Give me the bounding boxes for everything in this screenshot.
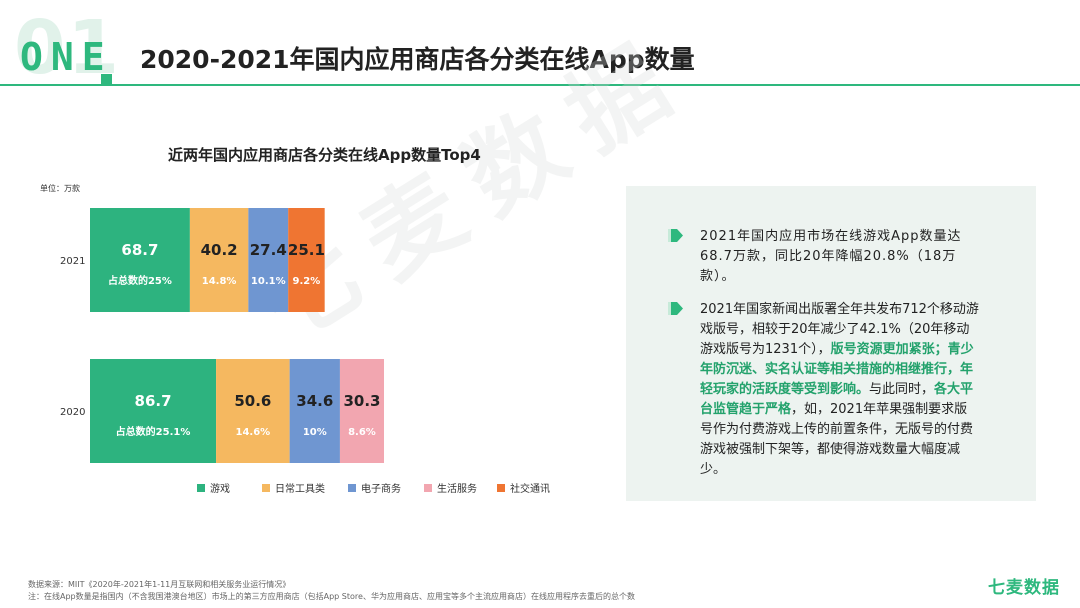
y-tick-label: 2020 <box>60 407 85 418</box>
chart-unit: 单位：万款 <box>40 184 80 193</box>
insight-text: ，如，2021年苹果强制要求版号作为付费游戏上传的前置条件，无版号的付费游戏被强… <box>700 402 974 477</box>
percent-label: 8.6% <box>348 427 376 438</box>
data-label: 30.3 <box>343 392 380 410</box>
header-divider <box>0 84 1080 86</box>
bar-segment <box>339 359 384 463</box>
footnote: 注：在线App数量是指国内（不含我国港澳台地区）市场上的第三方应用商店（包括Ap… <box>28 592 635 601</box>
insight-text: 2021年国家新闻出版署全年共发布712个移动游戏版号，相较于20年减少了42.… <box>700 302 979 357</box>
bar-segment <box>288 208 325 312</box>
insight-highlight: 各大平台监管趋于严格 <box>700 382 974 417</box>
legend-swatch <box>197 484 205 492</box>
insight-text: 与此同时， <box>869 382 935 397</box>
data-source: 数据来源：MIIT《2020年-2021年1-11月互联网和相关服务业运行情况》 <box>28 580 291 589</box>
data-label: 86.7 <box>135 392 172 410</box>
percent-label: 9.2% <box>293 276 321 287</box>
bar-segment <box>216 359 290 463</box>
percent-label: 10.1% <box>251 276 286 287</box>
percent-label: 14.6% <box>235 427 270 438</box>
bullet-icon <box>668 229 683 242</box>
y-tick-label: 2021 <box>60 256 85 267</box>
page-title: 2020-2021年国内应用商店各分类在线App数量 <box>140 45 695 74</box>
insight-highlight: 版号资源更加紧张；青少年防沉迷、实名认证等相关措施的相继推行，年轻玩家的活跃度等… <box>700 342 974 397</box>
insight-paragraph-1: 2021年国内应用市场在线游戏App数量达68.7万款，同比20年降幅20.8%… <box>700 229 962 284</box>
legend-label: 生活服务 <box>437 482 477 495</box>
chart-title: 近两年国内应用商店各分类在线App数量Top4 <box>168 146 481 164</box>
percent-label: 14.8% <box>202 276 237 287</box>
percent-label: 占总数的25.1% <box>116 425 191 438</box>
bar-segment <box>90 208 190 312</box>
data-label: 34.6 <box>296 392 333 410</box>
bullet-icon <box>668 302 683 315</box>
bar-segment <box>289 359 340 463</box>
legend-swatch <box>348 484 356 492</box>
data-label: 27.4 <box>250 241 287 259</box>
data-label: 40.2 <box>201 241 238 259</box>
legend-swatch <box>424 484 432 492</box>
section-label: ONE <box>20 35 113 79</box>
bar-segment <box>90 359 217 463</box>
legend-swatch <box>262 484 270 492</box>
insight-panel <box>626 186 1036 501</box>
insight-paragraph-2: 2021年国家新闻出版署全年共发布712个移动游戏版号，相较于20年减少了42.… <box>700 300 980 480</box>
data-label: 25.1 <box>288 241 325 259</box>
stacked-bar-chart: 2021 68.7 占总数的25% 40.2 14.8% 27.4 10.1% 25.1 9.2… <box>60 208 550 495</box>
legend-swatch <box>497 484 505 492</box>
bar-segment <box>189 208 249 312</box>
data-label: 50.6 <box>234 392 271 410</box>
legend-label: 游戏 <box>210 482 230 495</box>
section-mark <box>101 74 112 85</box>
bar-segment <box>248 208 289 312</box>
brand-logo: 七麦数据 <box>988 578 1060 598</box>
legend-label: 日常工具类 <box>275 482 325 495</box>
legend-label: 社交通讯 <box>510 482 550 495</box>
legend-label: 电子商务 <box>361 482 401 495</box>
percent-label: 10% <box>303 427 327 438</box>
percent-label: 占总数的25% <box>108 274 172 287</box>
data-label: 68.7 <box>121 241 158 259</box>
